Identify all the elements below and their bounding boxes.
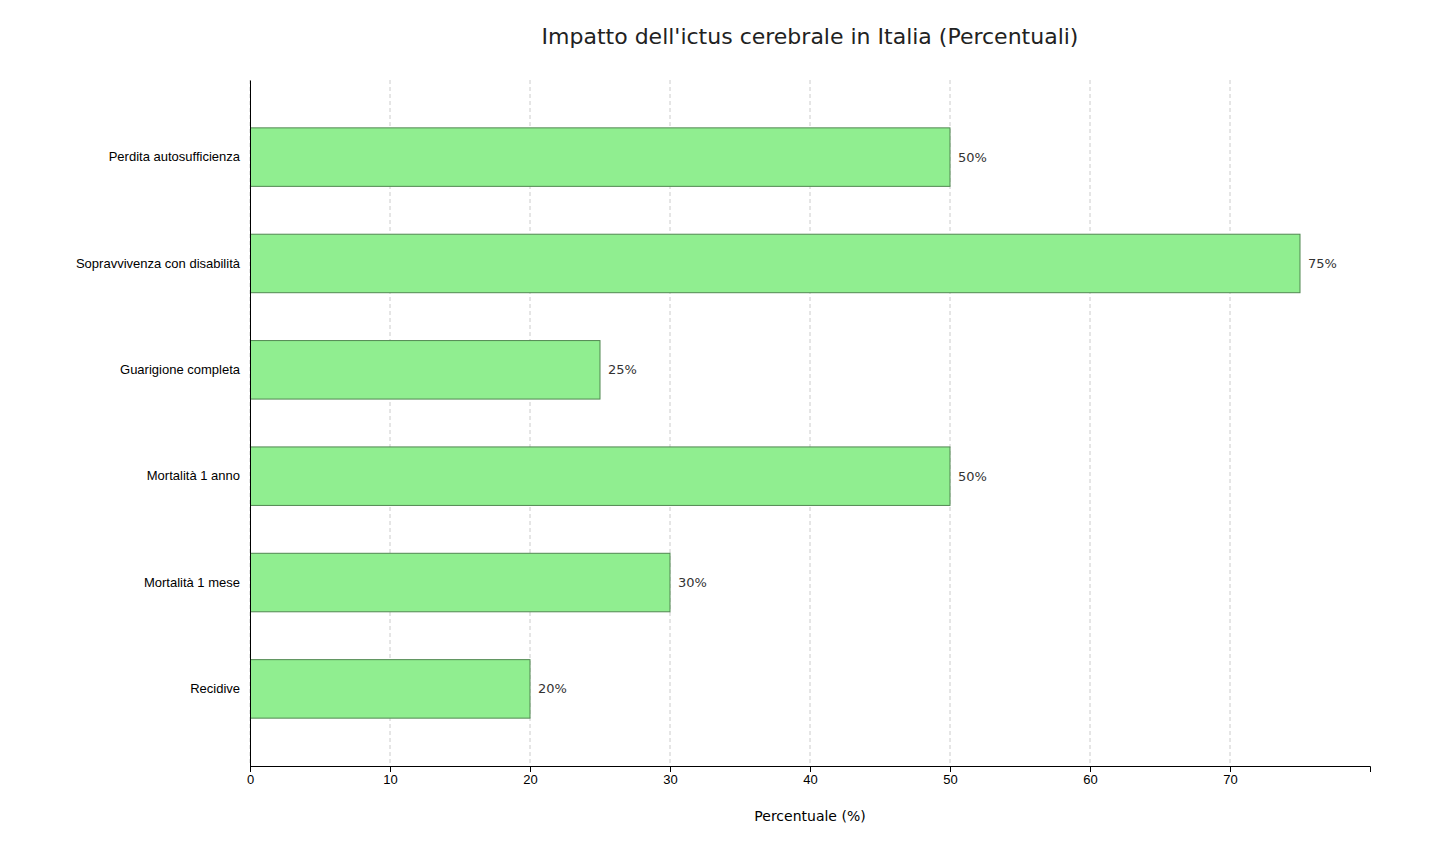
y-tick-label: Guarigione completa [120,362,241,377]
bar [250,660,530,718]
plot-area: 0 10 20 30 40 50 60 70 Recidive Mortalità 1 mese M… [76,80,1371,787]
x-axis-line [251,767,1371,773]
y-tick-label: Recidive [190,681,240,696]
data-label: 50% [958,150,987,165]
x-tick-mark [1090,766,1091,772]
y-tick: Recidive [190,681,250,696]
grid-line [250,80,251,766]
x-tick-label: 30 [663,772,677,787]
x-tick-mark [950,766,951,772]
x-tick: 10 [383,766,397,787]
x-tick: 20 [523,766,537,787]
data-label: 30% [678,575,707,590]
y-tick: Mortalità 1 anno [147,468,250,483]
x-axis-title: Percentuale (%) [754,808,865,824]
x-tick: 0 [247,766,254,787]
grid-line [1230,80,1231,766]
y-tick: Sopravvivenza con disabilità [76,256,250,271]
y-tick-label: Perdita autosufficienza [109,149,241,164]
data-label: 75% [1308,256,1337,271]
grid-line [1090,80,1091,766]
x-tick-label: 10 [383,772,397,787]
y-tick: Mortalità 1 mese [144,575,250,590]
data-label: 20% [538,681,567,696]
bar [250,341,600,399]
bars [250,128,1300,718]
x-tick-label: 40 [803,772,817,787]
x-tick-mark [390,766,391,772]
y-tick-label: Mortalità 1 mese [144,575,240,590]
y-tick: Perdita autosufficienza [109,149,250,164]
x-tick-label: 70 [1223,772,1237,787]
x-tick-label: 20 [523,772,537,787]
bar [250,234,1300,292]
x-tick: 30 [663,766,677,787]
grid [250,80,1230,766]
x-tick: 50 [943,766,957,787]
bar [250,553,670,611]
x-tick-mark [250,766,251,772]
y-tick-label: Sopravvivenza con disabilità [76,256,241,271]
data-labels: 20% 30% 50% 25% 75% 50% [538,150,1337,697]
x-tick-label: 0 [247,772,254,787]
y-tick: Guarigione completa [120,362,250,377]
x-tick: 40 [803,766,817,787]
x-tick: 70 [1223,766,1237,787]
y-tick-label: Mortalità 1 anno [147,468,240,483]
y-axis: Recidive Mortalità 1 mese Mortalità 1 anno… [76,81,251,767]
x-tick-label: 50 [943,772,957,787]
data-label: 25% [608,362,637,377]
x-tick-mark [670,766,671,772]
data-label: 50% [958,469,987,484]
chart-container: Impatto dell'ictus cerebrale in Italia (… [0,0,1430,846]
x-tick: 60 [1083,766,1097,787]
chart-svg: Impatto dell'ictus cerebrale in Italia (… [0,0,1430,846]
bar [250,128,950,186]
x-tick-mark [1230,766,1231,772]
x-tick-label: 60 [1083,772,1097,787]
bar [250,447,950,505]
y-axis-line [250,81,251,767]
x-tick-mark [530,766,531,772]
x-axis: 0 10 20 30 40 50 60 70 [247,766,1371,787]
x-tick-mark [810,766,811,772]
title: Impatto dell'ictus cerebrale in Italia (… [542,24,1079,49]
